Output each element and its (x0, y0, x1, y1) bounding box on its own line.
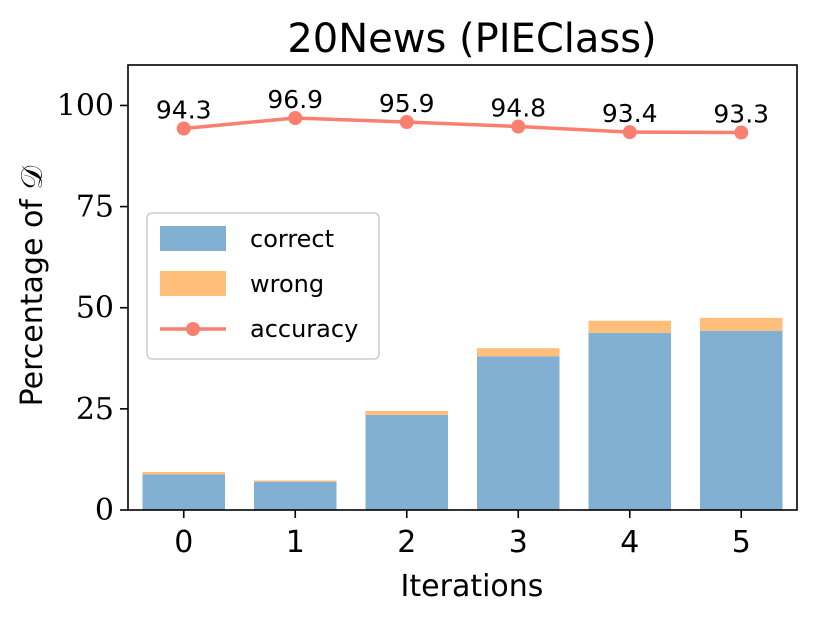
bar-correct-0 (142, 474, 226, 510)
accuracy-label-5: 93.3 (713, 100, 769, 129)
y-tick-label-75: 75 (76, 190, 114, 225)
accuracy-label-1: 96.9 (267, 85, 323, 114)
accuracy-point-2 (399, 115, 414, 130)
legend-label-accuracy: accuracy (250, 315, 358, 343)
accuracy-point-5 (734, 125, 749, 140)
y-tick-label-50: 50 (76, 291, 114, 326)
x-tick-label-3: 3 (509, 525, 528, 560)
plot-area: 94.3 96.9 95.9 94.8 93.4 93.3 0 25 50 75 100 0 1 2 3 4 5 (57, 64, 798, 560)
legend: correct wrong accuracy (146, 212, 380, 360)
x-tick-label-0: 0 (174, 525, 193, 560)
chart-title: 20News (PIEClass) (287, 16, 656, 62)
legend-label-wrong: wrong (250, 270, 324, 298)
accuracy-label-4: 93.4 (602, 99, 658, 128)
bar-wrong-3 (476, 348, 560, 357)
bar-correct-1 (253, 481, 337, 510)
y-tick-label-25: 25 (76, 392, 114, 427)
bar-correct-2 (365, 414, 449, 510)
accuracy-point-1 (288, 110, 303, 125)
y-axis-label: Percentage of 𝒟 (15, 166, 50, 407)
y-tick-label-0: 0 (95, 493, 114, 528)
legend-label-correct: correct (250, 225, 334, 253)
accuracy-point-3 (511, 119, 526, 134)
bar-correct-5 (699, 330, 783, 510)
accuracy-line (183, 116, 742, 135)
bar-wrong-1 (253, 480, 337, 482)
legend-swatch-correct (160, 226, 226, 251)
legend-swatch-wrong (160, 271, 226, 296)
bar-wrong-4 (588, 320, 672, 333)
accuracy-point-4 (622, 125, 637, 140)
accuracy-label-0: 94.3 (156, 96, 212, 125)
x-tick-label-2: 2 (397, 525, 416, 560)
x-tick-label-4: 4 (620, 525, 639, 560)
bar-wrong-5 (699, 317, 783, 331)
x-axis-label: Iterations (401, 569, 544, 604)
axes-frame (127, 64, 798, 511)
x-tick-label-1: 1 (286, 525, 305, 560)
accuracy-point-0 (176, 121, 191, 136)
accuracy-label-3: 94.8 (490, 93, 546, 122)
bar-correct-3 (476, 356, 560, 510)
y-tick-label-100: 100 (57, 88, 114, 123)
bar-wrong-2 (365, 410, 449, 415)
accuracy-label-2: 95.9 (379, 89, 435, 118)
bar-wrong-0 (142, 471, 226, 475)
x-tick-label-5: 5 (732, 525, 751, 560)
bar-correct-4 (588, 332, 672, 510)
legend-swatch-marker-accuracy (186, 322, 200, 336)
